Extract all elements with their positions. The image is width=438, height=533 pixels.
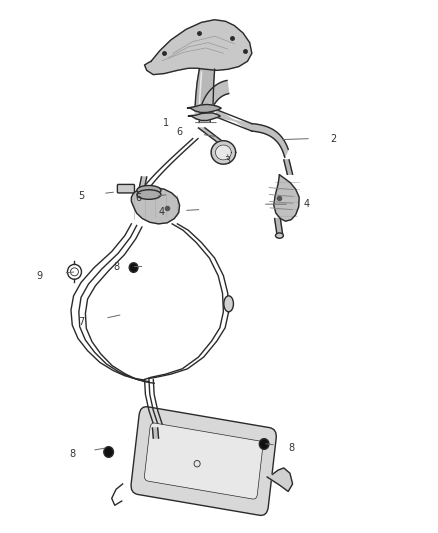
Text: 6: 6 <box>177 127 183 136</box>
Ellipse shape <box>137 190 161 199</box>
Polygon shape <box>217 110 252 131</box>
Polygon shape <box>252 124 288 157</box>
Polygon shape <box>131 188 180 224</box>
Polygon shape <box>188 113 220 120</box>
Text: 1: 1 <box>163 118 170 127</box>
Ellipse shape <box>224 296 233 312</box>
FancyBboxPatch shape <box>145 423 263 499</box>
FancyBboxPatch shape <box>117 184 134 193</box>
Text: 8: 8 <box>113 262 119 271</box>
Polygon shape <box>187 104 221 112</box>
Polygon shape <box>195 109 201 118</box>
Ellipse shape <box>129 263 138 272</box>
Text: 7: 7 <box>78 318 84 327</box>
Text: 8: 8 <box>288 443 294 453</box>
Polygon shape <box>267 468 293 491</box>
Text: 9: 9 <box>36 271 42 280</box>
Ellipse shape <box>137 185 161 195</box>
Text: 4: 4 <box>304 199 310 209</box>
Ellipse shape <box>104 447 113 457</box>
FancyBboxPatch shape <box>131 407 276 515</box>
Ellipse shape <box>259 439 269 449</box>
Polygon shape <box>215 145 231 160</box>
Text: 3: 3 <box>225 157 231 166</box>
Polygon shape <box>195 69 215 109</box>
Polygon shape <box>199 80 229 123</box>
Text: 8: 8 <box>69 449 75 459</box>
Text: 5: 5 <box>78 191 84 200</box>
Polygon shape <box>139 177 147 188</box>
Ellipse shape <box>276 233 283 238</box>
Polygon shape <box>152 428 159 438</box>
Polygon shape <box>198 128 229 146</box>
Polygon shape <box>284 160 293 174</box>
Text: 6: 6 <box>135 193 141 203</box>
Polygon shape <box>274 175 299 221</box>
Polygon shape <box>275 219 283 233</box>
Polygon shape <box>145 20 252 75</box>
Polygon shape <box>211 141 236 164</box>
Text: 2: 2 <box>330 134 336 143</box>
Text: 4: 4 <box>159 207 165 216</box>
